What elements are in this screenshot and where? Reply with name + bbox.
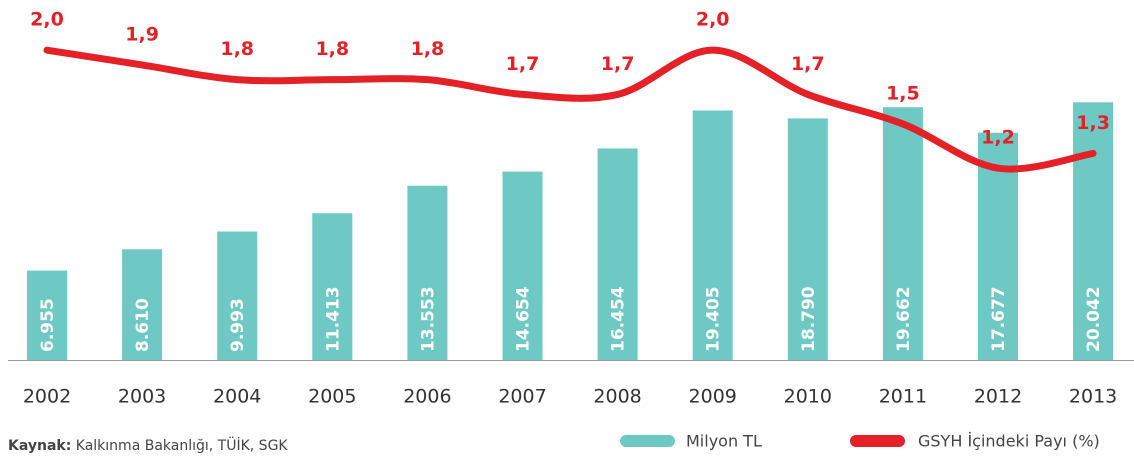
x-tick-label: 2011 xyxy=(879,386,927,408)
bar xyxy=(502,171,543,360)
bar-label: 16.454 xyxy=(609,286,629,352)
bar xyxy=(122,249,163,360)
bar-label: 14.654 xyxy=(514,286,534,352)
bar xyxy=(27,270,67,360)
x-tick-label: 2012 xyxy=(974,386,1022,408)
x-tick-label: 2010 xyxy=(784,386,832,408)
line-label: 1,7 xyxy=(601,53,635,75)
bar-label: 8.610 xyxy=(133,298,153,352)
x-tick-label: 2007 xyxy=(498,386,546,408)
bar-label: 9.993 xyxy=(228,298,248,352)
bar xyxy=(597,148,638,360)
bar-label: 6.955 xyxy=(38,298,58,352)
bar-label: 13.553 xyxy=(418,286,438,352)
source-label: Kaynak: xyxy=(8,438,71,454)
x-tick-label: 2004 xyxy=(213,386,261,408)
legend-swatch xyxy=(850,435,905,447)
bar xyxy=(407,185,448,360)
x-tick-label: 2005 xyxy=(308,386,356,408)
bar xyxy=(882,107,923,361)
line xyxy=(43,46,1097,173)
legend-label: Milyon TL xyxy=(686,432,762,451)
bar-label: 19.662 xyxy=(894,286,914,352)
line-label: 2,0 xyxy=(696,9,730,31)
line-label: 1,9 xyxy=(125,23,159,45)
bar-label: 19.405 xyxy=(704,286,724,352)
bar xyxy=(787,118,828,361)
line-label: 1,7 xyxy=(506,53,540,75)
source-text: Kalkınma Bakanlığı, TÜİK, SGK xyxy=(76,436,289,454)
line-label: 1,8 xyxy=(411,38,445,60)
x-tick-label: 2002 xyxy=(23,386,71,408)
line-label: 1,3 xyxy=(1076,112,1110,134)
bar xyxy=(312,213,353,360)
bar xyxy=(217,231,258,360)
x-tick-label: 2008 xyxy=(593,386,641,408)
bar-label: 20.042 xyxy=(1084,286,1104,352)
x-tick-label: 2006 xyxy=(403,386,451,408)
x-tick-label: 2013 xyxy=(1069,386,1117,408)
line-label: 1,8 xyxy=(220,38,254,60)
legend-label: GSYH İçindeki Payı (%) xyxy=(918,432,1100,451)
source: Kaynak: Kalkınma Bakanlığı, TÜİK, SGK xyxy=(8,436,288,454)
bar-label: 17.677 xyxy=(989,286,1009,352)
x-tick-label: 2009 xyxy=(689,386,737,408)
bar xyxy=(692,110,733,360)
line-label: 1,2 xyxy=(981,127,1015,149)
line-label: 2,0 xyxy=(30,9,64,31)
bar-label: 18.790 xyxy=(799,286,819,352)
bar-label: 11.413 xyxy=(323,286,343,352)
x-tick-label: 2003 xyxy=(118,386,166,408)
line-label: 1,8 xyxy=(315,38,349,60)
line-label: 1,5 xyxy=(886,82,920,104)
bar xyxy=(1073,102,1114,361)
legend-swatch xyxy=(620,435,675,447)
line-label: 1,7 xyxy=(791,53,825,75)
